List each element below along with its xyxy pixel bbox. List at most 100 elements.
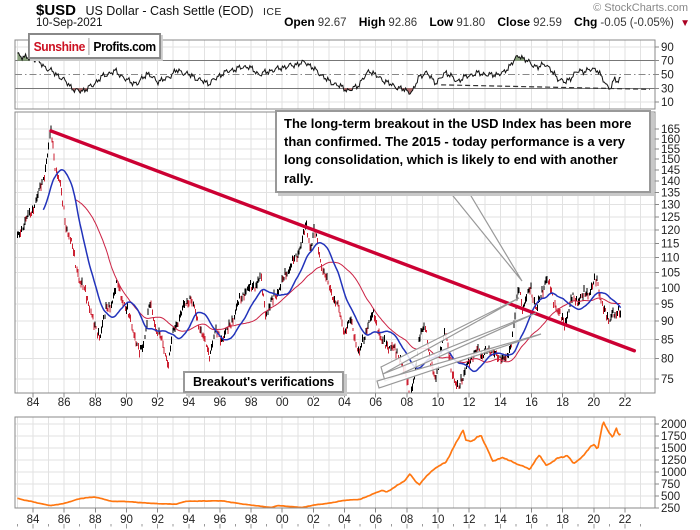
svg-text:08: 08 bbox=[400, 514, 413, 526]
svg-text:06: 06 bbox=[369, 514, 382, 526]
axis-ticks bbox=[16, 46, 659, 529]
svg-text:18: 18 bbox=[556, 514, 569, 526]
svg-text:2000: 2000 bbox=[661, 419, 687, 431]
svg-text:18: 18 bbox=[556, 397, 569, 409]
svg-text:150: 150 bbox=[661, 154, 680, 166]
svg-text:90: 90 bbox=[661, 316, 674, 328]
svg-text:02: 02 bbox=[307, 397, 320, 409]
rsi-line bbox=[17, 52, 650, 95]
svg-text:04: 04 bbox=[338, 397, 351, 409]
chart-header: $USD US Dollar - Cash Settle (EOD) ICE bbox=[36, 2, 282, 20]
chart-title: US Dollar - Cash Settle (EOD) bbox=[85, 4, 254, 18]
svg-text:94: 94 bbox=[182, 397, 195, 409]
svg-text:12: 12 bbox=[463, 397, 476, 409]
callout-arrows bbox=[376, 190, 542, 389]
svg-text:1500: 1500 bbox=[661, 443, 687, 455]
svg-text:500: 500 bbox=[661, 491, 680, 503]
svg-text:10: 10 bbox=[661, 97, 674, 109]
open-value: 92.67 bbox=[317, 17, 347, 29]
svg-text:00: 00 bbox=[276, 514, 289, 526]
exchange-label: ICE bbox=[263, 6, 282, 18]
x-axis-labels-main: 84 86 88 90 92 94 96 98 00 02 04 06 08 10 12 14 16 18 20 22 bbox=[27, 397, 632, 409]
svg-text:22: 22 bbox=[619, 397, 632, 409]
change-down-arrow-icon: ▼ bbox=[680, 18, 690, 29]
svg-text:85: 85 bbox=[661, 334, 674, 346]
logo-profits: Profits.com bbox=[93, 38, 156, 54]
svg-text:160: 160 bbox=[661, 134, 680, 146]
high-label: High bbox=[358, 15, 386, 29]
downtrend-line bbox=[49, 129, 637, 353]
svg-text:50: 50 bbox=[661, 70, 674, 82]
svg-text:165: 165 bbox=[661, 124, 680, 136]
svg-text:105: 105 bbox=[661, 267, 680, 279]
svg-text:10: 10 bbox=[432, 397, 445, 409]
high-value: 92.86 bbox=[388, 17, 418, 29]
svg-text:75: 75 bbox=[661, 374, 674, 386]
rsi-reference-levels bbox=[15, 60, 655, 89]
open-label: Open bbox=[284, 15, 315, 29]
svg-text:14: 14 bbox=[494, 514, 507, 526]
svg-text:96: 96 bbox=[214, 397, 227, 409]
svg-text:120: 120 bbox=[661, 225, 680, 237]
low-value: 91.80 bbox=[456, 17, 486, 29]
svg-text:135: 135 bbox=[661, 188, 680, 200]
breakout-verifications-label: Breakout's verifications bbox=[183, 371, 345, 393]
svg-text:115: 115 bbox=[661, 238, 679, 250]
svg-text:92: 92 bbox=[151, 397, 164, 409]
svg-text:96: 96 bbox=[214, 514, 227, 526]
svg-text:12: 12 bbox=[463, 514, 476, 526]
svg-text:16: 16 bbox=[525, 397, 538, 409]
close-label: Close bbox=[497, 15, 531, 29]
chart-date: 10-Sep-2021 bbox=[36, 17, 103, 29]
ma-fast-line bbox=[42, 169, 622, 373]
svg-text:10: 10 bbox=[432, 514, 445, 526]
svg-text:20: 20 bbox=[587, 514, 600, 526]
gold-line bbox=[17, 421, 621, 508]
chg-value: -0.05 (-0.05%) bbox=[600, 17, 674, 29]
close-value: 92.59 bbox=[533, 17, 562, 29]
svg-text:95: 95 bbox=[661, 299, 674, 311]
svg-text:80: 80 bbox=[661, 354, 674, 366]
svg-text:84: 84 bbox=[27, 397, 40, 409]
svg-text:86: 86 bbox=[58, 397, 71, 409]
copyright: © StockCharts.com bbox=[593, 2, 688, 14]
svg-text:30: 30 bbox=[661, 83, 674, 95]
x-axis-labels-bottom: 84 86 88 90 92 94 96 98 00 02 04 06 08 10 12 14 16 18 20 22 bbox=[27, 514, 632, 526]
svg-text:88: 88 bbox=[89, 397, 102, 409]
svg-text:125: 125 bbox=[661, 212, 680, 224]
svg-text:90: 90 bbox=[120, 514, 133, 526]
svg-text:1250: 1250 bbox=[661, 455, 687, 467]
svg-text:20: 20 bbox=[587, 397, 600, 409]
svg-text:90: 90 bbox=[661, 42, 674, 54]
svg-text:110: 110 bbox=[661, 253, 679, 265]
svg-text:22: 22 bbox=[619, 514, 632, 526]
sunshine-profits-logo: Sunshine Profits.com bbox=[28, 33, 162, 59]
svg-text:00: 00 bbox=[276, 397, 289, 409]
svg-text:88: 88 bbox=[89, 514, 102, 526]
svg-text:06: 06 bbox=[369, 397, 382, 409]
logo-divider bbox=[88, 37, 90, 55]
analysis-annotation: The long-term breakout in the USD Index … bbox=[275, 110, 651, 193]
svg-text:02: 02 bbox=[307, 514, 320, 526]
svg-text:16: 16 bbox=[525, 514, 538, 526]
svg-text:100: 100 bbox=[661, 283, 680, 295]
svg-text:140: 140 bbox=[661, 176, 680, 188]
svg-text:155: 155 bbox=[661, 144, 680, 156]
svg-text:04: 04 bbox=[338, 514, 351, 526]
svg-text:08: 08 bbox=[400, 397, 413, 409]
svg-text:86: 86 bbox=[58, 514, 71, 526]
svg-text:1000: 1000 bbox=[661, 467, 687, 479]
svg-text:84: 84 bbox=[27, 514, 40, 526]
svg-text:70: 70 bbox=[661, 56, 674, 68]
svg-text:98: 98 bbox=[245, 397, 258, 409]
low-label: Low bbox=[429, 15, 454, 29]
svg-text:94: 94 bbox=[182, 514, 195, 526]
svg-text:145: 145 bbox=[661, 165, 680, 177]
svg-text:90: 90 bbox=[120, 397, 133, 409]
ticker-symbol: $USD bbox=[36, 2, 77, 19]
